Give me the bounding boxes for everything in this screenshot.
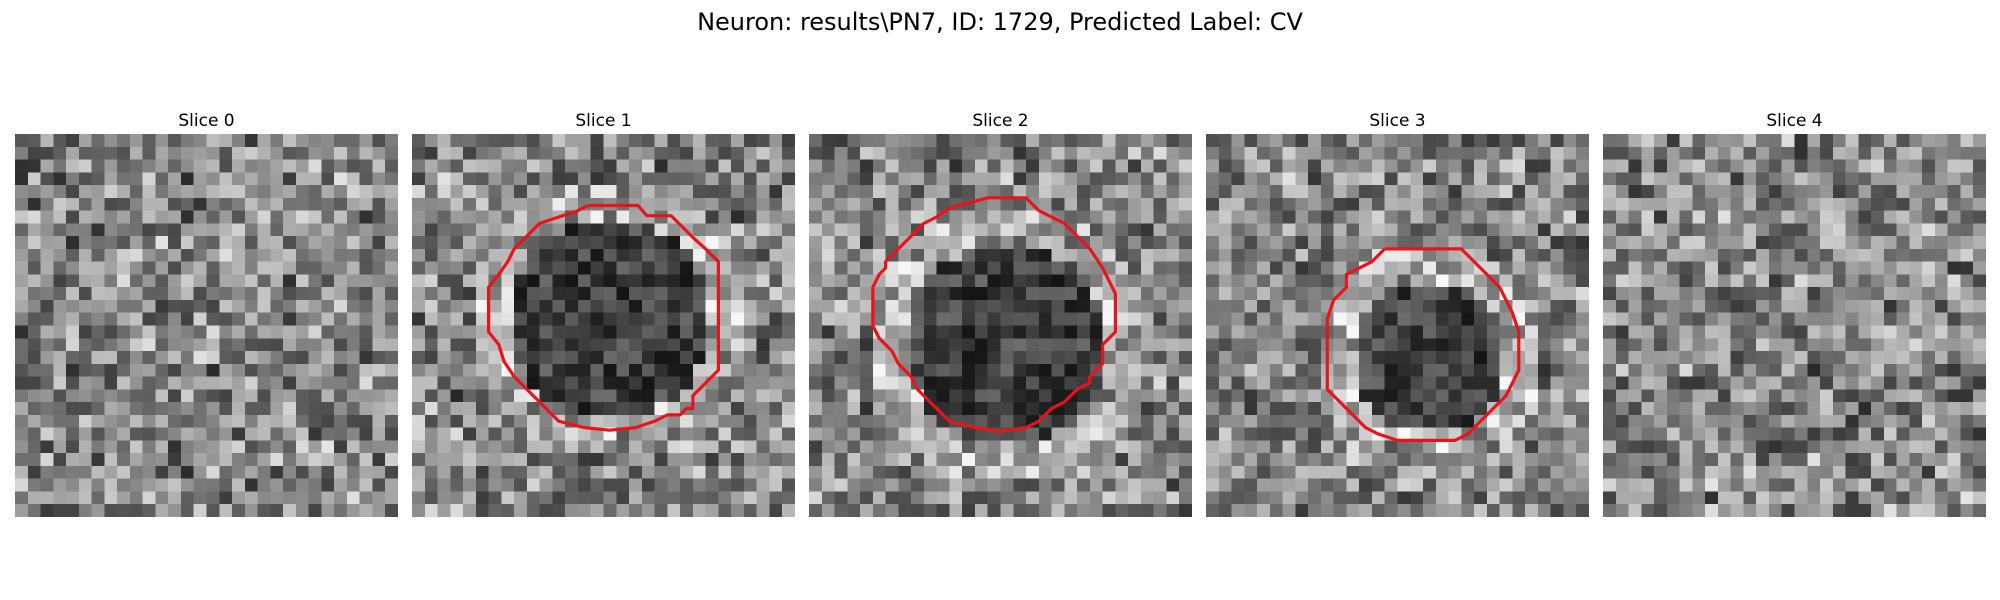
slice-image [809, 134, 1192, 517]
panel-slice-4: Slice 4 [1603, 110, 1986, 517]
panel-title: Slice 4 [1766, 111, 1823, 131]
slice-image [1206, 134, 1589, 517]
red-contour [487, 203, 720, 432]
figure-title: Neuron: results\PN7, ID: 1729, Predicted… [697, 8, 1303, 36]
panel-title: Slice 1 [575, 111, 632, 131]
red-contour [1325, 247, 1521, 442]
panel-slice-3: Slice 3 [1206, 110, 1589, 517]
slice-image [412, 134, 795, 517]
panel-title: Slice 3 [1369, 111, 1426, 131]
panel-slice-0: Slice 0 [15, 110, 398, 517]
slice-image [15, 134, 398, 517]
panel-slice-2: Slice 2 [809, 110, 1192, 517]
slice-image [1603, 134, 1986, 517]
red-contour [871, 196, 1117, 434]
panel-slice-1: Slice 1 [412, 110, 795, 517]
panel-title: Slice 2 [972, 111, 1029, 131]
panel-title: Slice 0 [178, 111, 235, 131]
